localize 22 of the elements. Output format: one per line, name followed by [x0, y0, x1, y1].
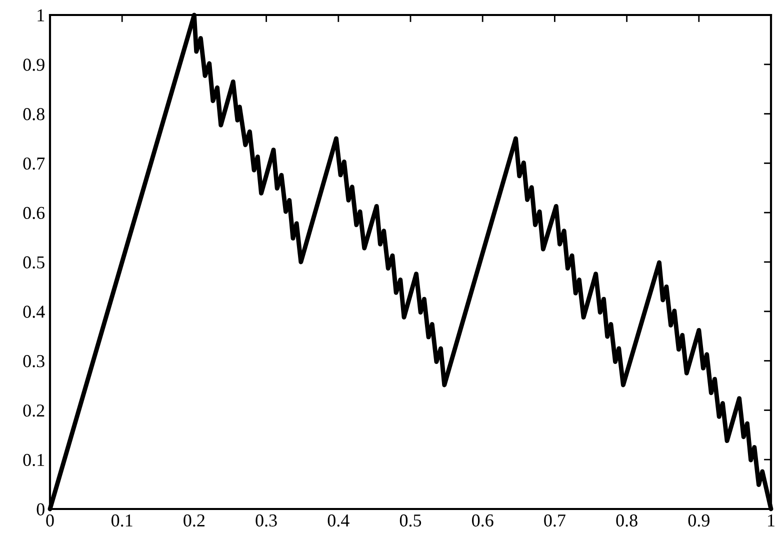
y-tick-label: 0.1	[23, 454, 44, 466]
y-tick-label: 0.6	[23, 206, 45, 220]
y-tick-label: 0.7	[23, 157, 45, 170]
x-tick-label: 0	[46, 514, 54, 527]
x-tick-label: 0.1	[112, 514, 132, 527]
y-tick-label: 1	[38, 9, 44, 22]
x-tick-label: 0.8	[616, 514, 638, 527]
x-tick-label: 0.5	[400, 514, 422, 527]
x-tick-label: 0.7	[544, 514, 566, 527]
x-tick-label: 0.9	[688, 514, 710, 527]
x-tick-label: 0.2	[184, 514, 204, 527]
y-tick-label: 0.4	[23, 306, 45, 318]
y-tick-label: 0.8	[23, 108, 44, 120]
x-tick-label: 1	[768, 514, 774, 526]
y-tick-label: 0.5	[23, 256, 44, 269]
x-tick-label: 0.3	[256, 514, 277, 527]
y-tick-label: 0	[36, 503, 44, 516]
y-tick-label: 0.9	[23, 58, 44, 71]
y-tick-label: 0.3	[23, 355, 44, 368]
y-tick-label: 0.2	[23, 404, 44, 417]
x-tick-label: 0.4	[328, 514, 350, 527]
x-tick-label: 0.6	[472, 514, 494, 527]
